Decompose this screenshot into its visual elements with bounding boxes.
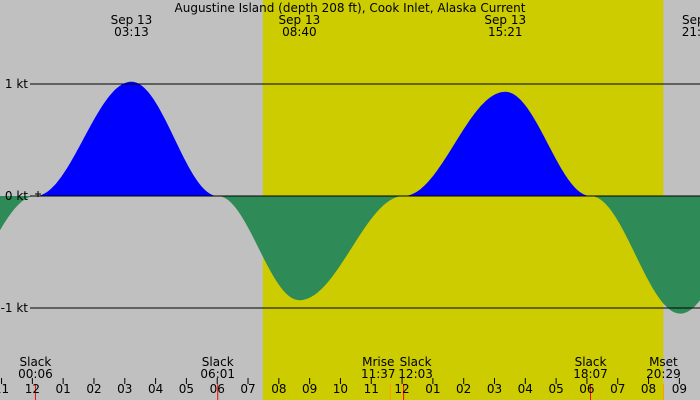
extreme-date-label: Sep 13 (111, 13, 153, 27)
slack-label: Slack (202, 355, 234, 369)
hour-tick-label: 10 (333, 382, 348, 396)
ebb-current-area (0, 196, 700, 314)
moon-event-label: Mset (649, 355, 678, 369)
extreme-time-label: 03:13 (114, 25, 149, 39)
moon-event-time-label: 20:29 (646, 367, 681, 381)
slack-time-label: 06:01 (200, 367, 235, 381)
hour-tick-label: 03 (117, 382, 132, 396)
hour-tick-label: 05 (548, 382, 563, 396)
hour-tick-label: 11 (0, 382, 9, 396)
hour-tick-label: 09 (672, 382, 687, 396)
hour-tick-label: 06 (210, 382, 225, 396)
chart-title: Augustine Island (depth 208 ft), Cook In… (175, 1, 526, 15)
hour-tick-label: 06 (579, 382, 594, 396)
slack-time-label: 12:03 (398, 367, 433, 381)
hour-tick-label: 08 (641, 382, 656, 396)
moon-event-time-label: 11:37 (361, 367, 396, 381)
hour-tick-label: 02 (456, 382, 471, 396)
label-layer: 1 kt0 kt-1 kt111201020304050607080910111… (0, 13, 700, 396)
extreme-date-label: Sep 13 (484, 13, 526, 27)
slack-label: Slack (20, 355, 52, 369)
hour-tick-label: 01 (56, 382, 71, 396)
hour-tick-label: 03 (487, 382, 502, 396)
slack-label: Slack (575, 355, 607, 369)
slack-time-label: 00:06 (18, 367, 53, 381)
hour-tick-label: 12 (394, 382, 409, 396)
hour-tick-label: 07 (610, 382, 625, 396)
hour-tick-label: 09 (302, 382, 317, 396)
slack-time-label: 18:07 (573, 367, 608, 381)
hour-tick-label: 04 (148, 382, 163, 396)
hour-tick-label: 02 (86, 382, 101, 396)
hour-tick-label: 04 (518, 382, 533, 396)
slack-label: Slack (400, 355, 432, 369)
y-tick-label: -1 kt (1, 301, 29, 315)
hour-tick-label: 07 (240, 382, 255, 396)
current-area-layer (0, 81, 700, 314)
flood-current-area (0, 81, 700, 196)
extreme-date-label: Sep 13 (279, 13, 321, 27)
hour-tick-label: 01 (425, 382, 440, 396)
extreme-date-label: Sep 1 (682, 13, 700, 27)
grid-layer (1, 83, 700, 400)
extreme-time-label: 15:21 (488, 25, 523, 39)
extreme-time-label: 08:40 (282, 25, 317, 39)
hour-tick-label: 05 (179, 382, 194, 396)
moon-event-label: Mrise (362, 355, 394, 369)
y-tick-label: 1 kt (5, 77, 28, 91)
hour-tick-label: 11 (364, 382, 379, 396)
y-tick-label: 0 kt (5, 189, 28, 203)
hour-tick-label: 08 (271, 382, 286, 396)
extreme-time-label: 21:02 (682, 25, 700, 39)
hour-tick-label: 12 (25, 382, 40, 396)
